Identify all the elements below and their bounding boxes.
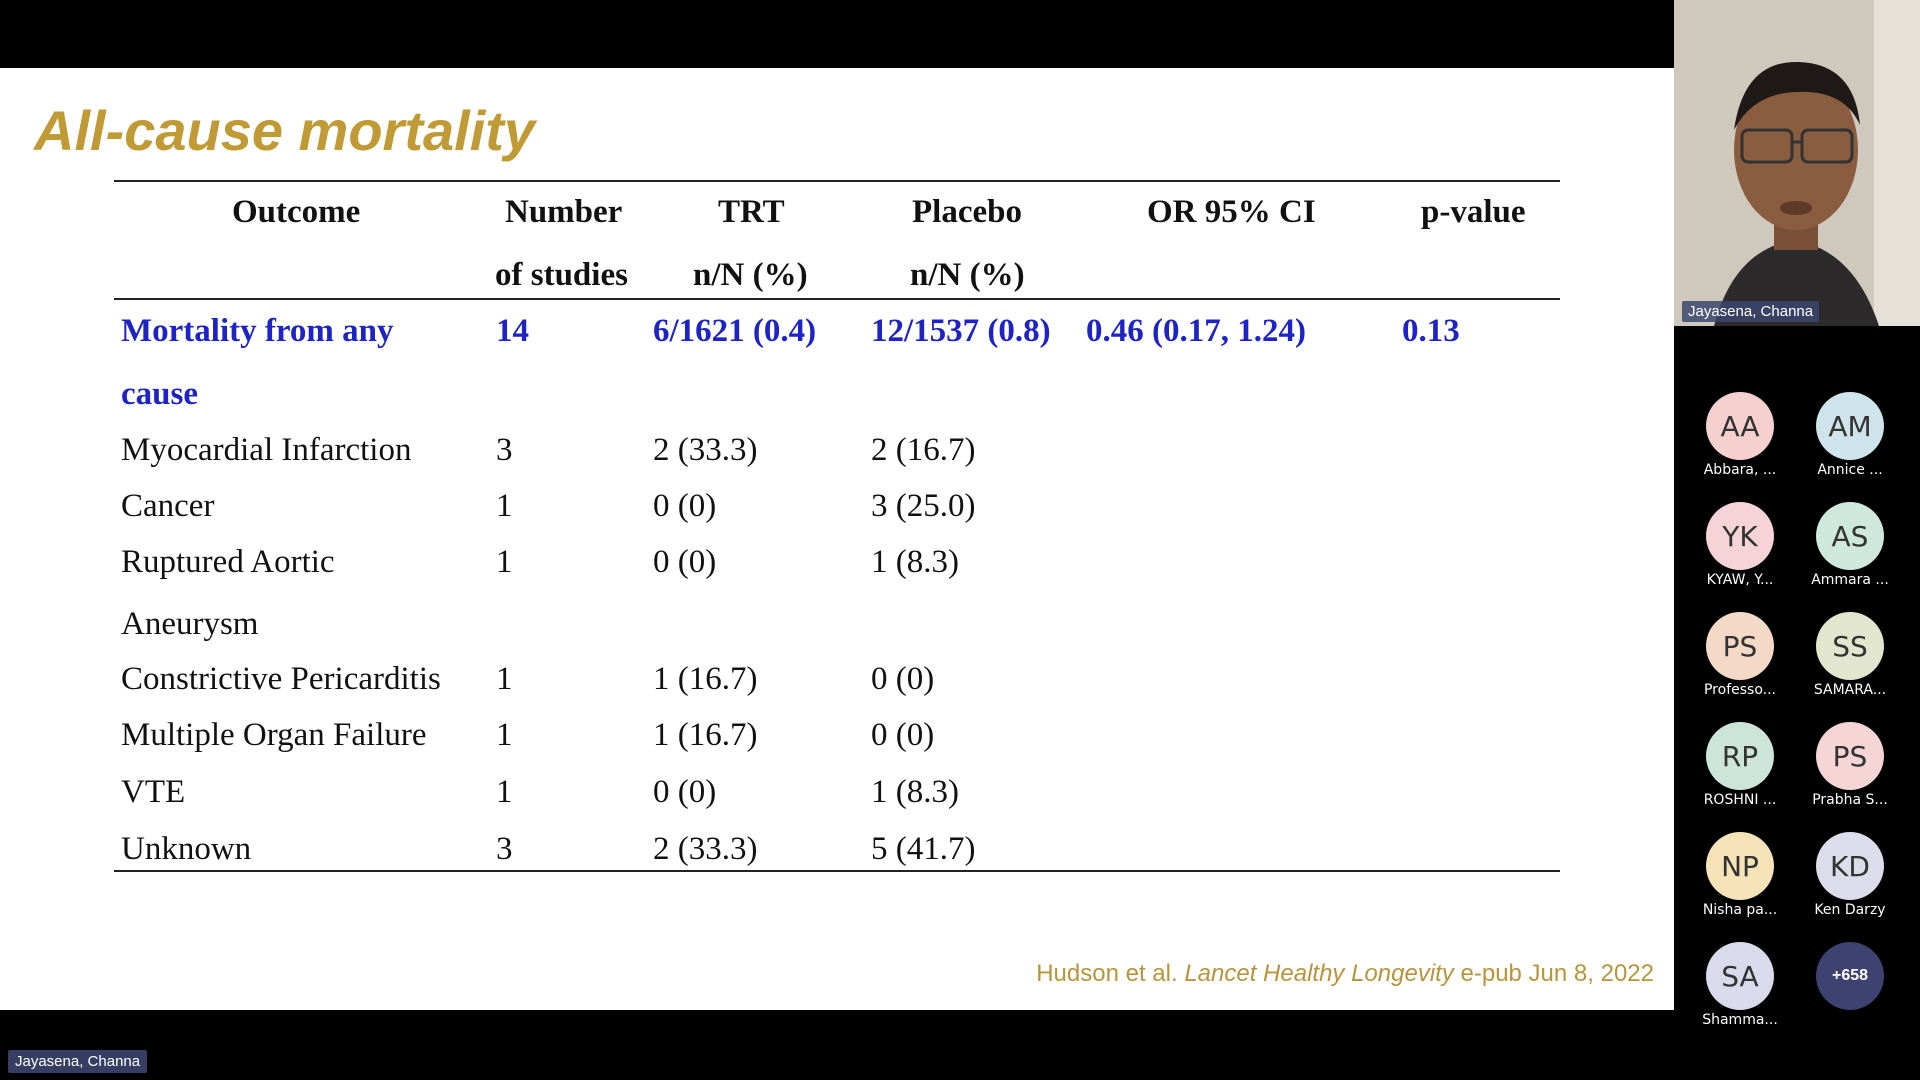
highlight-outcome: Mortality from any — [121, 313, 394, 349]
row-number: 1 — [496, 488, 513, 524]
participant-name: Prabha S... — [1812, 792, 1888, 808]
participant-name: Ken Darzy — [1814, 902, 1886, 918]
header-number: Number — [505, 194, 623, 230]
row-outcome: Unknown — [121, 831, 252, 867]
row-trt: 2 (33.3) — [653, 831, 758, 867]
highlight-outcome-sub: cause — [121, 376, 198, 412]
participant-tile[interactable]: AS Ammara ... — [1795, 502, 1905, 588]
participant-tile[interactable]: KD Ken Darzy — [1795, 832, 1905, 918]
speaker-silhouette — [1674, 0, 1920, 326]
avatar: PS — [1816, 722, 1884, 790]
avatar: AM — [1816, 392, 1884, 460]
row-number: 3 — [496, 432, 513, 468]
more-participants-count: +658 — [1816, 942, 1884, 1010]
highlight-placebo: 12/1537 (0.8) — [871, 313, 1051, 349]
participant-name: SAMARA... — [1813, 682, 1887, 698]
citation-date: e-pub Jun 8, 2022 — [1460, 960, 1655, 987]
slide-title: All-cause mortality — [34, 99, 536, 162]
row-number: 3 — [496, 831, 513, 867]
participant-tile[interactable]: AA Abbara, ... — [1685, 392, 1795, 478]
row-outcome: Cancer — [121, 488, 215, 524]
avatar: KD — [1816, 832, 1884, 900]
header-outcome: Outcome — [232, 194, 361, 230]
citation-authors: Hudson et al. — [1036, 960, 1178, 987]
row-outcome: Myocardial Infarction — [121, 432, 412, 468]
row-outcome: Constrictive Pericarditis — [121, 661, 441, 697]
row-placebo: 0 (0) — [871, 661, 935, 697]
row-number: 1 — [496, 717, 513, 753]
participant-tile[interactable]: SA Shamma... — [1685, 942, 1795, 1028]
row-trt: 1 (16.7) — [653, 661, 758, 697]
avatar: SA — [1706, 942, 1774, 1010]
participant-name: KYAW, Y... — [1706, 572, 1774, 588]
row-placebo: 1 (8.3) — [871, 774, 959, 810]
participant-name: Annice ... — [1817, 462, 1883, 478]
header-trt-sub: n/N (%) — [693, 257, 808, 293]
row-number: 1 — [496, 774, 513, 810]
header-placebo-sub: n/N (%) — [910, 257, 1025, 293]
participant-tile[interactable]: PS Prabha S... — [1795, 722, 1905, 808]
highlight-p: 0.13 — [1402, 313, 1460, 349]
header-trt: TRT — [718, 194, 785, 230]
avatar: SS — [1816, 612, 1884, 680]
avatar: YK — [1706, 502, 1774, 570]
participant-tile[interactable]: RP ROSHNI ... — [1685, 722, 1795, 808]
row-trt: 0 (0) — [653, 774, 717, 810]
participant-tile[interactable]: YK KYAW, Y... — [1685, 502, 1795, 588]
speaker-video[interactable]: Jayasena, Channa — [1674, 0, 1920, 326]
row-trt: 0 (0) — [653, 544, 717, 580]
speaker-name-tag: Jayasena, Channa — [1682, 301, 1820, 322]
row-outcome: Multiple Organ Failure — [121, 717, 427, 753]
table-bottom-rule — [114, 870, 1560, 872]
table-top-rule — [114, 180, 1560, 182]
avatar: AA — [1706, 392, 1774, 460]
header-or: OR 95% CI — [1147, 194, 1316, 230]
header-p: p-value — [1421, 194, 1526, 230]
participant-tile[interactable]: AM Annice ... — [1795, 392, 1905, 478]
avatar: RP — [1706, 722, 1774, 790]
presentation-slide: All-cause mortality Outcome Number of st… — [0, 68, 1674, 1010]
shared-screen-name-tag: Jayasena, Channa — [8, 1050, 148, 1073]
header-placebo: Placebo — [912, 194, 1022, 230]
highlight-number: 14 — [496, 313, 529, 349]
row-outcome: Ruptured Aortic — [121, 544, 335, 580]
highlight-or: 0.46 (0.17, 1.24) — [1086, 313, 1306, 349]
participant-name: Abbara, ... — [1703, 462, 1777, 478]
row-trt: 1 (16.7) — [653, 717, 758, 753]
avatar: PS — [1706, 612, 1774, 680]
avatar: NP — [1706, 832, 1774, 900]
row-placebo: 5 (41.7) — [871, 831, 976, 867]
row-placebo: 2 (16.7) — [871, 432, 976, 468]
participant-name: Ammara ... — [1811, 572, 1889, 588]
participant-name: ROSHNI ... — [1703, 792, 1777, 808]
highlight-trt: 6/1621 (0.4) — [653, 313, 817, 349]
row-outcome-sub: Aneurysm — [121, 606, 259, 642]
row-placebo: 0 (0) — [871, 717, 935, 753]
participant-name: Nisha pa... — [1702, 902, 1778, 918]
participant-name: Professo... — [1703, 682, 1776, 698]
row-placebo: 3 (25.0) — [871, 488, 976, 524]
participant-tile[interactable]: PS Professo... — [1685, 612, 1795, 698]
row-number: 1 — [496, 661, 513, 697]
row-placebo: 1 (8.3) — [871, 544, 959, 580]
participant-name: Shamma... — [1702, 1012, 1778, 1028]
citation: Hudson et al. Lancet Healthy Longevity e… — [1036, 960, 1654, 988]
row-outcome: VTE — [121, 774, 186, 810]
participant-tile[interactable]: SS SAMARA... — [1795, 612, 1905, 698]
avatar: AS — [1816, 502, 1884, 570]
participant-tile[interactable]: NP Nisha pa... — [1685, 832, 1795, 918]
citation-journal: Lancet Healthy Longevity — [1184, 960, 1454, 987]
row-trt: 0 (0) — [653, 488, 717, 524]
row-trt: 2 (33.3) — [653, 432, 758, 468]
row-number: 1 — [496, 544, 513, 580]
table-header-rule — [114, 298, 1560, 300]
more-participants-button[interactable]: +658 — [1795, 942, 1905, 1010]
header-number-sub: of studies — [495, 257, 628, 293]
